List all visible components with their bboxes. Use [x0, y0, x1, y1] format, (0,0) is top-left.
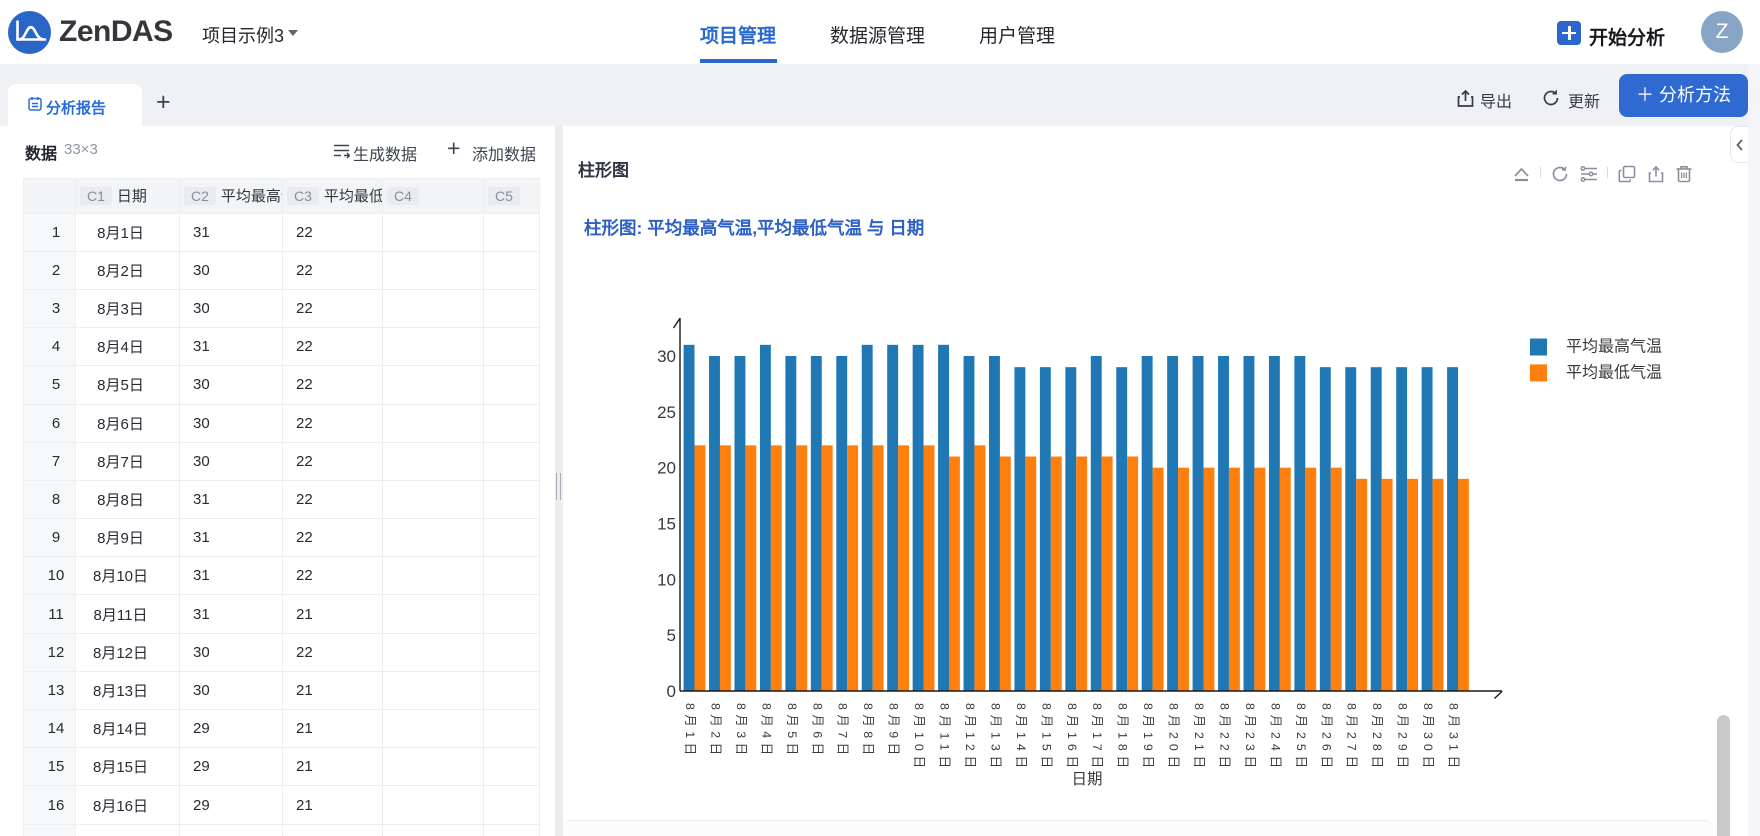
svg-text:0: 0 [667, 682, 676, 701]
svg-text:8月18日: 8月18日 [1116, 703, 1130, 768]
svg-text:8月9日: 8月9日 [887, 703, 901, 755]
svg-text:8月24日: 8月24日 [1268, 703, 1282, 768]
svg-text:8月5日: 8月5日 [785, 703, 799, 755]
svg-text:15: 15 [657, 515, 676, 534]
svg-text:8月3日: 8月3日 [734, 703, 748, 755]
svg-text:8月21日: 8月21日 [1192, 703, 1206, 768]
svg-text:5: 5 [667, 626, 676, 645]
svg-text:8月16日: 8月16日 [1065, 703, 1079, 768]
svg-text:8月31日: 8月31日 [1447, 703, 1461, 768]
svg-text:平均最高气温: 平均最高气温 [1566, 338, 1662, 356]
svg-text:8月26日: 8月26日 [1319, 703, 1333, 768]
svg-text:8月23日: 8月23日 [1243, 703, 1257, 768]
svg-text:30: 30 [657, 347, 676, 366]
svg-text:20: 20 [657, 459, 676, 478]
svg-text:8月14日: 8月14日 [1014, 703, 1028, 768]
svg-text:8月17日: 8月17日 [1090, 703, 1104, 768]
svg-text:8月10日: 8月10日 [912, 703, 926, 768]
svg-text:日期: 日期 [1071, 770, 1102, 788]
svg-text:8月28日: 8月28日 [1370, 703, 1384, 768]
svg-text:25: 25 [657, 403, 676, 422]
svg-text:8月11日: 8月11日 [938, 703, 952, 768]
svg-text:8月15日: 8月15日 [1039, 703, 1053, 768]
svg-text:8月2日: 8月2日 [708, 703, 722, 755]
svg-text:8月1日: 8月1日 [683, 703, 697, 755]
svg-text:8月8日: 8月8日 [861, 703, 875, 755]
svg-text:8月4日: 8月4日 [759, 703, 773, 755]
svg-text:8月30日: 8月30日 [1421, 703, 1435, 768]
svg-text:平均最低气温: 平均最低气温 [1566, 363, 1662, 381]
svg-text:8月12日: 8月12日 [963, 703, 977, 768]
svg-text:8月7日: 8月7日 [836, 703, 850, 755]
svg-text:8月13日: 8月13日 [988, 703, 1002, 768]
svg-text:8月25日: 8月25日 [1294, 703, 1308, 768]
svg-text:8月20日: 8月20日 [1167, 703, 1181, 768]
svg-text:8月29日: 8月29日 [1396, 703, 1410, 768]
svg-text:8月27日: 8月27日 [1345, 703, 1359, 768]
svg-text:8月6日: 8月6日 [810, 703, 824, 755]
svg-text:10: 10 [657, 570, 676, 589]
svg-text:8月22日: 8月22日 [1217, 703, 1231, 768]
svg-text:8月19日: 8月19日 [1141, 703, 1155, 768]
